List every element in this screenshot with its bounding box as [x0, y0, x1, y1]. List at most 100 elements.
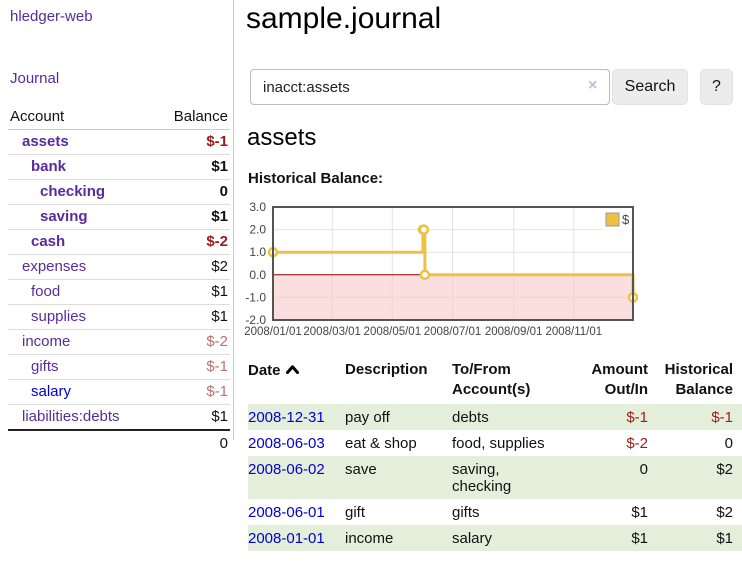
- svg-text:2008/05/01: 2008/05/01: [364, 326, 422, 338]
- account-balance: $-1: [153, 354, 230, 380]
- svg-text:2.0: 2.0: [249, 223, 266, 237]
- svg-text:2008/11/01: 2008/11/01: [545, 326, 602, 338]
- column-header-description: Description: [345, 358, 452, 404]
- accounts-total-spacer: [8, 429, 154, 456]
- clear-search-icon[interactable]: ×: [588, 77, 598, 94]
- account-link[interactable]: income: [22, 333, 71, 350]
- account-link[interactable]: checking: [40, 183, 106, 200]
- account-link[interactable]: salary: [31, 383, 72, 400]
- transaction-description: pay off: [345, 409, 390, 426]
- account-balance: $-1: [153, 379, 230, 405]
- transaction-date-link[interactable]: 2008-06-01: [248, 504, 325, 521]
- account-balance: $1: [153, 154, 230, 180]
- account-balance: 0: [153, 179, 230, 205]
- account-link[interactable]: food: [31, 283, 61, 300]
- account-row: food $1: [8, 279, 230, 305]
- accounts-header-account: Account: [8, 105, 154, 130]
- account-row: supplies $1: [8, 304, 230, 330]
- account-link[interactable]: saving: [40, 208, 88, 225]
- column-header-date-label: Date: [248, 362, 281, 379]
- account-row: income $-2: [8, 329, 230, 355]
- transaction-amount: 0: [639, 461, 648, 478]
- accounts-header-balance: Balance: [153, 105, 230, 130]
- account-balance: $1: [153, 404, 230, 431]
- svg-text:2008/07/01: 2008/07/01: [424, 326, 482, 338]
- column-header-accounts: To/From Account(s): [452, 358, 568, 404]
- account-balance: $1: [153, 279, 230, 305]
- account-heading: assets: [247, 124, 317, 151]
- account-link[interactable]: gifts: [31, 358, 59, 375]
- account-balance: $-2: [153, 229, 230, 255]
- transaction-balance: $-1: [711, 409, 733, 426]
- svg-text:2008/03/01: 2008/03/01: [303, 326, 361, 338]
- account-balance: $-1: [153, 129, 230, 155]
- account-balance: $-2: [153, 329, 230, 355]
- column-header-description-label: Description: [345, 361, 428, 378]
- brand-link[interactable]: hledger-web: [10, 8, 93, 25]
- transaction-balance: 0: [724, 435, 733, 452]
- accounts-header-row: Account Balance: [8, 105, 230, 130]
- transactions-header-row: Date Description To/From Account(s) Amou…: [248, 358, 742, 404]
- accounts-total-row: 0: [8, 429, 230, 456]
- transaction-row: 2008-01-01 income salary $1 $1: [248, 525, 742, 551]
- transaction-description: eat & shop: [345, 435, 417, 452]
- svg-text:-1.0: -1.0: [245, 290, 266, 304]
- account-row: checking 0: [8, 179, 230, 205]
- svg-text:3.0: 3.0: [249, 200, 266, 214]
- transaction-balance: $2: [716, 504, 733, 521]
- account-link[interactable]: liabilities:debts: [22, 408, 120, 425]
- chart-title: Historical Balance:: [248, 170, 384, 187]
- account-row: salary $-1: [8, 379, 230, 405]
- account-balance: $1: [153, 204, 230, 230]
- account-link[interactable]: bank: [31, 158, 67, 175]
- transaction-row: 2008-06-03 eat & shop food, supplies $-2 0: [248, 430, 742, 456]
- transaction-row: 2008-06-02 save saving, checking 0 $2: [248, 456, 742, 499]
- svg-text:1.0: 1.0: [249, 245, 266, 259]
- column-header-date[interactable]: Date: [248, 358, 345, 404]
- account-row: cash $-2: [8, 229, 230, 255]
- transaction-amount: $1: [631, 530, 648, 547]
- svg-text:-2.0: -2.0: [245, 313, 266, 327]
- search-button[interactable]: Search: [612, 69, 688, 105]
- column-header-amount-line2: Out/In: [604, 381, 648, 398]
- account-balance: $2: [153, 254, 230, 280]
- transaction-date-link[interactable]: 2008-01-01: [248, 530, 325, 547]
- account-row: bank $1: [8, 154, 230, 180]
- transaction-description: save: [345, 461, 377, 478]
- sidebar-item-journal[interactable]: Journal: [10, 70, 60, 87]
- transaction-accounts: salary: [452, 530, 493, 547]
- transaction-amount: $-2: [626, 435, 648, 452]
- transactions-table: Date Description To/From Account(s) Amou…: [248, 358, 742, 551]
- transaction-amount: $1: [631, 504, 648, 521]
- transaction-accounts: saving, checking: [452, 461, 512, 495]
- svg-text:2008/09/01: 2008/09/01: [485, 326, 543, 338]
- column-header-balance-line2: Balance: [675, 381, 733, 398]
- account-link[interactable]: expenses: [22, 258, 87, 275]
- column-header-accounts-line1: To/From: [452, 361, 511, 378]
- column-header-amount: Amount Out/In: [568, 358, 648, 404]
- account-row: expenses $2: [8, 254, 230, 280]
- column-header-amount-line1: Amount: [591, 361, 648, 378]
- accounts-total-value: 0: [153, 429, 230, 456]
- transaction-accounts: debts: [452, 409, 489, 426]
- svg-text:0.0: 0.0: [249, 268, 266, 282]
- account-row: saving $1: [8, 204, 230, 230]
- accounts-table: Account Balance assets $-1 bank $1 checking 0…: [8, 105, 230, 456]
- transaction-date-link[interactable]: 2008-12-31: [248, 409, 325, 426]
- transaction-date-link[interactable]: 2008-06-03: [248, 435, 325, 452]
- page-title: sample.journal: [246, 2, 442, 35]
- search-input[interactable]: [250, 69, 610, 105]
- account-row: gifts $-1: [8, 354, 230, 380]
- help-button[interactable]: ?: [700, 69, 733, 105]
- column-header-balance: Historical Balance: [648, 358, 742, 404]
- account-link[interactable]: assets: [22, 133, 69, 150]
- account-link[interactable]: cash: [31, 233, 66, 250]
- transaction-description: income: [345, 530, 394, 547]
- column-header-accounts-line2: Account(s): [452, 381, 531, 398]
- transaction-date-link[interactable]: 2008-06-02: [248, 461, 325, 478]
- account-link[interactable]: supplies: [31, 308, 87, 325]
- transaction-amount: $-1: [626, 409, 648, 426]
- accounts-tbody: assets $-1 bank $1 checking 0 saving $1 cash $-2 e…: [8, 129, 230, 431]
- transaction-accounts: food, supplies: [452, 435, 545, 452]
